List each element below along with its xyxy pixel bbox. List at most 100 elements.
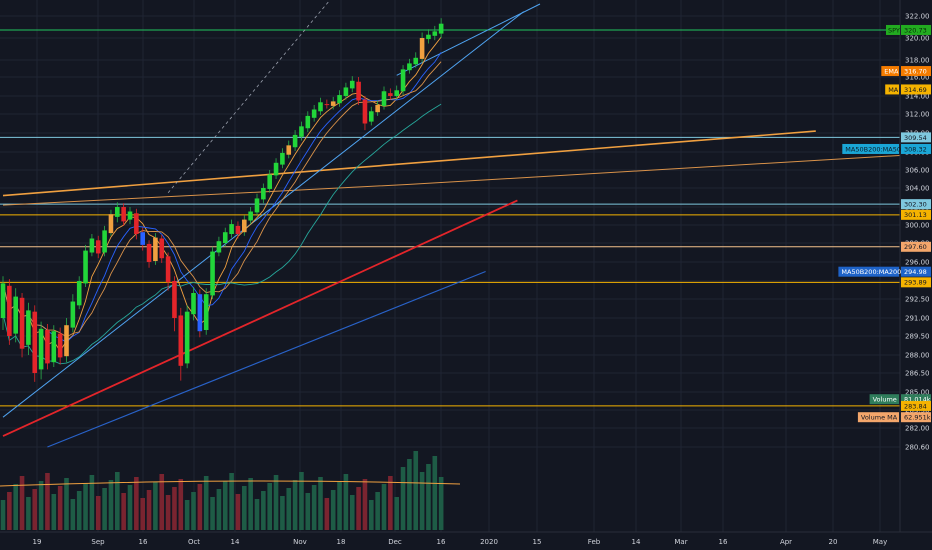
candle-69[interactable] xyxy=(438,18,444,38)
candle-20[interactable] xyxy=(127,207,133,225)
candle-45[interactable] xyxy=(286,140,292,159)
candle-1[interactable] xyxy=(7,279,12,345)
price-value: 320.73 xyxy=(904,26,927,34)
candle-63[interactable] xyxy=(400,65,406,96)
candle-body-55 xyxy=(349,80,355,89)
candle-13[interactable] xyxy=(83,244,88,287)
channel-upper-line[interactable] xyxy=(2,8,932,206)
candle-54[interactable] xyxy=(343,82,349,100)
time-tick-13: Mar xyxy=(674,538,687,546)
red-trend-line[interactable] xyxy=(2,199,518,437)
candle-61[interactable] xyxy=(388,88,393,100)
candle-34[interactable] xyxy=(216,236,222,257)
candle-66[interactable] xyxy=(419,32,425,63)
candle-body-30 xyxy=(191,293,196,315)
candle-60[interactable] xyxy=(381,86,387,110)
candle-64[interactable] xyxy=(407,58,412,74)
volume-bar-54 xyxy=(343,474,349,530)
candle-26[interactable] xyxy=(165,252,171,291)
candle-65[interactable] xyxy=(413,52,419,68)
volume-ma-tag-bg xyxy=(857,412,899,423)
volume-bar-66 xyxy=(419,472,425,530)
candle-43[interactable] xyxy=(273,158,279,179)
candle-10[interactable] xyxy=(64,318,69,363)
candle-29[interactable] xyxy=(184,305,190,369)
candle-19[interactable] xyxy=(121,203,126,226)
candle-53[interactable] xyxy=(337,90,342,107)
volume-bar-61 xyxy=(388,476,393,530)
candle-32[interactable] xyxy=(203,288,209,335)
candle-3[interactable] xyxy=(19,293,25,358)
candle-0[interactable] xyxy=(0,276,6,330)
candle-50[interactable] xyxy=(318,97,323,115)
volume-bar-38 xyxy=(242,486,247,530)
candle-2[interactable] xyxy=(13,288,18,343)
candle-42[interactable] xyxy=(267,170,272,193)
candle-15[interactable] xyxy=(95,235,101,259)
blue-channel-extension[interactable] xyxy=(396,3,541,76)
candle-35[interactable] xyxy=(222,227,228,247)
blue-lower-line[interactable] xyxy=(47,270,486,448)
candle-22[interactable] xyxy=(140,227,145,251)
candle-17[interactable] xyxy=(108,209,114,236)
candle-38[interactable] xyxy=(242,215,247,236)
candle-28[interactable] xyxy=(178,307,184,381)
candle-16[interactable] xyxy=(102,225,107,257)
candle-7[interactable] xyxy=(45,324,50,370)
candle-12[interactable] xyxy=(76,276,82,310)
candle-14[interactable] xyxy=(89,234,95,257)
time-axis[interactable] xyxy=(0,532,932,550)
candle-46[interactable] xyxy=(292,130,298,152)
candle-27[interactable] xyxy=(172,276,177,332)
candle-body-53 xyxy=(337,95,342,104)
candle-56[interactable] xyxy=(356,77,361,105)
level-302-value: 302.30 xyxy=(904,201,927,209)
blue-upper-line[interactable] xyxy=(2,11,525,418)
candle-44[interactable] xyxy=(280,148,285,169)
level-293-value: 293.89 xyxy=(904,279,927,287)
candle-25[interactable] xyxy=(159,234,165,263)
volume-bar-59 xyxy=(375,492,380,530)
ma-20-line xyxy=(2,103,442,365)
candle-49[interactable] xyxy=(311,105,317,122)
candle-67[interactable] xyxy=(426,29,431,44)
candle-58[interactable] xyxy=(369,106,374,126)
candle-55[interactable] xyxy=(349,76,355,93)
candle-8[interactable] xyxy=(51,325,57,367)
candle-body-69 xyxy=(438,23,444,34)
candle-51[interactable] xyxy=(324,99,330,109)
candle-52[interactable] xyxy=(330,96,336,110)
candle-21[interactable] xyxy=(134,208,139,240)
candle-48[interactable] xyxy=(305,111,311,133)
candle-23[interactable] xyxy=(146,240,152,268)
candle-11[interactable] xyxy=(70,294,76,333)
candle-36[interactable] xyxy=(229,219,234,238)
candle-18[interactable] xyxy=(115,202,120,223)
candle-6[interactable] xyxy=(38,321,44,380)
ma-8-line xyxy=(2,52,442,343)
candle-37[interactable] xyxy=(235,221,241,239)
orange-long-line[interactable] xyxy=(2,130,816,197)
candle-39[interactable] xyxy=(248,207,253,225)
candle-31[interactable] xyxy=(197,289,203,338)
candle-41[interactable] xyxy=(261,183,266,204)
candle-68[interactable] xyxy=(432,25,438,41)
candle-30[interactable] xyxy=(191,287,196,321)
volume-bar-26 xyxy=(165,495,171,530)
candle-body-47 xyxy=(299,126,304,137)
candle-59[interactable] xyxy=(375,100,380,116)
candle-57[interactable] xyxy=(362,96,368,131)
candle-body-46 xyxy=(292,134,298,148)
candle-4[interactable] xyxy=(26,302,31,355)
candle-24[interactable] xyxy=(153,233,158,265)
ma-tag: MA xyxy=(888,86,899,94)
candle-33[interactable] xyxy=(210,246,215,299)
candle-9[interactable] xyxy=(57,327,63,365)
candle-5[interactable] xyxy=(32,305,38,382)
ema-tag-bg xyxy=(881,66,899,77)
candle-40[interactable] xyxy=(254,193,260,216)
candle-62[interactable] xyxy=(394,85,399,100)
candle-47[interactable] xyxy=(299,121,304,141)
candle-body-58 xyxy=(369,111,374,122)
